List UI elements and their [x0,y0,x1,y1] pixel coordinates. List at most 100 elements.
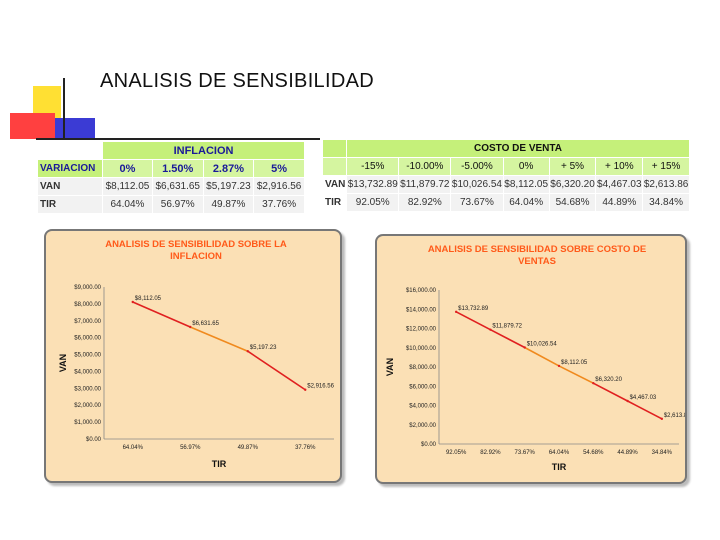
table-cell: 64.04% [102,195,153,214]
series-line-segment [627,400,663,420]
costo-col: -15% [346,157,400,176]
data-label: $13,732.89 [458,306,489,312]
series-line-segment [490,328,526,349]
x-tick-label: 92.05% [446,450,467,456]
table-cell: 54.68% [548,193,597,212]
table-cell: 44.89% [595,193,644,212]
inflacion-chart: ANALISIS DE SENSIBILIDAD SOBRE LAINFLACI… [58,239,335,469]
y-tick-label: $0.00 [421,442,437,448]
table-cell: $10,026.54 [450,175,504,194]
inflacion-col: 0% [102,159,153,178]
x-tick-label: 34.84% [652,450,673,456]
data-label: $2,613.86 [664,413,687,419]
inflacion-table: INFLACION VARIACION 0% 1.50% 2.87% 5% VA… [36,141,305,214]
series-line-segment [558,365,594,384]
x-tick-label: 56.97% [180,445,201,451]
chart-title: VENTAS [518,256,556,267]
y-tick-label: $9,000.00 [74,285,101,291]
table-cell: 56.97% [151,195,204,214]
data-point [246,350,249,353]
data-point [454,310,458,314]
chart-title: INFLACION [170,251,222,262]
series-line-segment [455,311,491,331]
y-tick-label: $10,000.00 [406,346,437,352]
table-cell: 82.92% [398,193,452,212]
x-tick-label: 49.87% [238,445,259,451]
table-cell: 34.84% [642,193,690,212]
y-tick-label: $16,000.00 [406,288,437,294]
y-tick-label: $4,000.00 [409,404,436,410]
table-cell: 92.05% [346,193,400,212]
x-tick-label: 64.04% [123,445,144,451]
row-label: TIR [36,195,104,214]
deco-blue-block [55,118,95,140]
row-label: VAN [321,175,348,194]
y-tick-label: $6,000.00 [74,336,101,342]
series-line-segment [592,382,628,402]
data-point [189,325,192,329]
inflacion-col: 1.50% [151,159,204,178]
chart-title: ANALISIS DE SENSIBILIDAD SOBRE LA [105,239,287,250]
y-axis-label: VAN [385,358,395,376]
row-label: VAN [36,177,104,196]
data-label: $4,467.03 [630,395,657,401]
costo-col: + 15% [642,157,690,176]
data-point [592,381,595,385]
data-label: $6,320.20 [595,377,622,383]
row-label: TIR [321,193,348,212]
data-label: $8,112.05 [561,360,588,366]
data-point [489,328,492,331]
y-axis-label: VAN [58,354,68,372]
data-point [557,364,561,368]
inflacion-chart-panel: ANALISIS DE SENSIBILIDAD SOBRE LA INFLACI… [44,229,342,483]
data-point [523,346,526,349]
y-tick-label: $8,000.00 [409,365,436,371]
y-tick-label: $2,000.00 [74,403,101,409]
y-tick-label: $4,000.00 [74,369,101,375]
table-cell: $13,732.89 [346,175,400,194]
x-tick-label: 73.67% [515,450,536,456]
series-line-segment [132,301,191,328]
table-cell: 73.67% [450,193,504,212]
data-label: $6,631.65 [192,321,219,327]
table-corner [321,139,348,158]
x-axis-label: TIR [552,462,567,472]
table-cell: $4,467.03 [595,175,644,194]
data-label: $11,879.72 [492,324,522,330]
y-tick-label: $2,000.00 [409,423,436,429]
y-tick-label: $0.00 [86,437,102,443]
table-cell: $5,197.23 [202,177,255,196]
inflacion-header: INFLACION [102,141,305,160]
data-label: $8,112.05 [135,296,162,302]
series-line-segment [247,350,306,391]
inflacion-col: 5% [253,159,305,178]
variacion-label: VARIACION [36,159,104,178]
costo-col: -10.00% [398,157,452,176]
costo-col: + 5% [548,157,597,176]
x-tick-label: 82.92% [480,450,501,456]
table-cell: 64.04% [502,193,550,212]
y-tick-label: $14,000.00 [406,307,437,313]
costo-col: -5.00% [450,157,504,176]
data-label: $5,197.23 [250,345,277,351]
costo-venta-chart: ANALISIS DE SENSIBILIDAD SOBRE COSTO DEV… [385,244,687,472]
x-tick-label: 54.68% [583,450,604,456]
table-corner [36,141,104,160]
x-tick-label: 64.04% [549,450,570,456]
costo-col: 0% [502,157,550,176]
deco-yellow-square [33,86,61,118]
costo-venta-table: COSTO DE VENTA -15% -10.00% -5.00% 0% + … [321,139,690,212]
data-label: $10,026.54 [527,341,558,347]
data-label: $2,916.56 [307,384,334,390]
table-cell: 49.87% [202,195,255,214]
table-cell: $2,916.56 [253,177,305,196]
x-tick-label: 44.89% [617,450,638,456]
table-cell: $6,320.20 [548,175,597,194]
x-tick-label: 37.76% [295,445,316,451]
table-cell: $8,112.05 [102,177,153,196]
y-tick-label: $8,000.00 [74,302,101,308]
y-tick-label: $12,000.00 [406,327,437,333]
chart-title: ANALISIS DE SENSIBILIDAD SOBRE COSTO DE [428,244,646,255]
y-tick-label: $7,000.00 [74,319,101,325]
data-point [304,388,307,391]
